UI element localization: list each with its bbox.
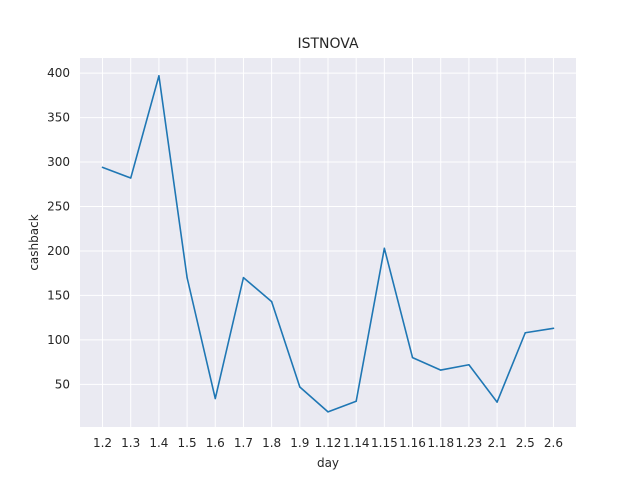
x-tick-label: 1.23 <box>456 436 483 450</box>
chart-title: ISTNOVA <box>297 36 358 52</box>
data-point <box>158 75 160 77</box>
y-tick-label: 400 <box>47 66 70 80</box>
x-tick-label: 1.14 <box>343 436 370 450</box>
x-tick-label: 2.5 <box>516 436 535 450</box>
data-point <box>186 277 188 279</box>
data-point <box>327 411 329 413</box>
x-tick-label: 1.6 <box>206 436 225 450</box>
x-tick-label: 1.15 <box>371 436 398 450</box>
x-tick-label: 2.6 <box>544 436 563 450</box>
x-tick-label: 1.16 <box>399 436 426 450</box>
data-point <box>271 301 273 303</box>
data-point <box>130 177 132 179</box>
y-tick-label: 200 <box>47 244 70 258</box>
x-axis-title: day <box>317 456 339 470</box>
x-tick-label: 1.5 <box>178 436 197 450</box>
data-point <box>101 166 104 168</box>
x-tick-labels: 1.2 1.3 1.4 1.5 1.6 1.7 1.8 1.9 1.12 1.14 1.15 1.16… <box>93 436 563 450</box>
x-tick-label: 1.4 <box>149 436 168 450</box>
x-tick-label: 1.3 <box>121 436 140 450</box>
y-axis-title: cashback <box>27 214 41 270</box>
y-tick-label: 50 <box>55 377 70 391</box>
data-point <box>355 400 357 402</box>
data-point <box>411 357 414 359</box>
data-point <box>552 327 555 329</box>
data-point <box>440 369 442 371</box>
x-tick-label: 1.2 <box>93 436 112 450</box>
grid <box>80 58 576 427</box>
data-point <box>524 332 526 334</box>
series-layer <box>101 74 555 413</box>
x-tick-label: 1.7 <box>234 436 253 450</box>
data-point <box>299 386 301 388</box>
y-tick-label: 150 <box>47 288 70 302</box>
x-tick-label: 1.12 <box>315 436 342 450</box>
x-tick-label: 1.18 <box>427 436 454 450</box>
y-tick-label: 250 <box>47 199 70 213</box>
x-tick-label: 1.9 <box>290 436 309 450</box>
data-point <box>468 364 470 366</box>
data-point <box>496 401 498 403</box>
y-tick-label: 100 <box>47 333 70 347</box>
x-tick-label: 1.8 <box>262 436 281 450</box>
data-point <box>242 277 245 279</box>
data-point <box>383 247 385 249</box>
y-tick-label: 300 <box>47 155 70 169</box>
y-tick-labels: 50 100 150 200 250 300 350 400 <box>47 66 70 391</box>
x-tick-label: 2.1 <box>488 436 507 450</box>
y-tick-label: 350 <box>47 111 70 125</box>
data-point <box>214 397 216 400</box>
